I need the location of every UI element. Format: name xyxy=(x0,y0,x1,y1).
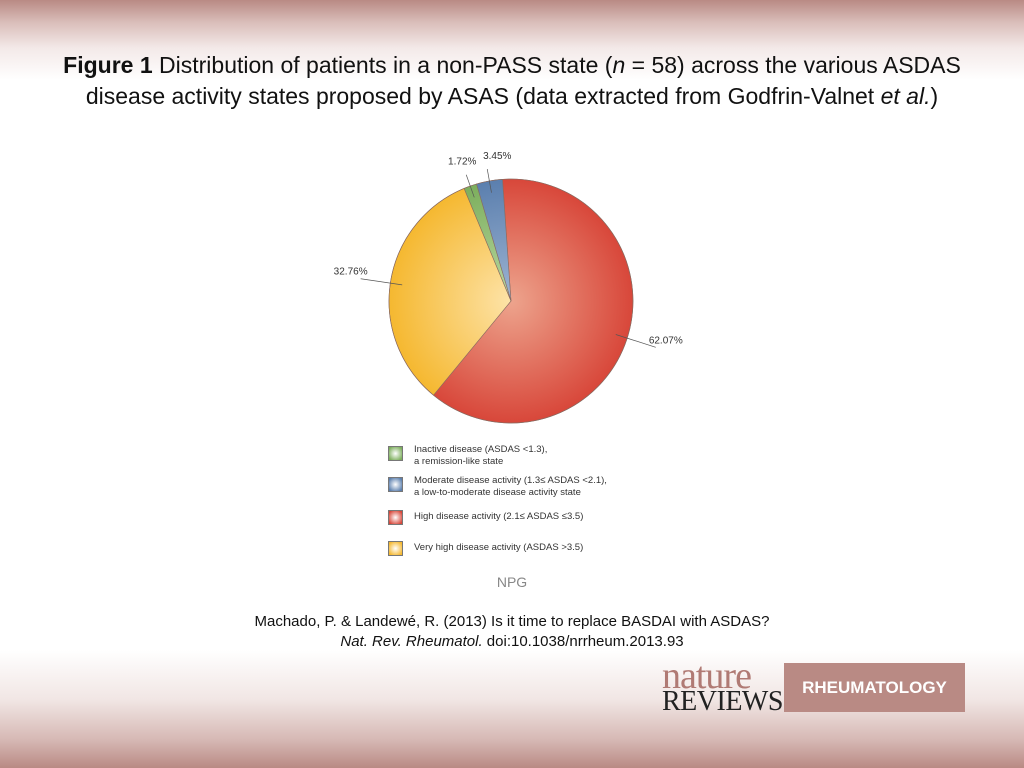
citation-line1: Machado, P. & Landewé, R. (2013) Is it t… xyxy=(254,613,770,630)
title-text-1: Distribution of patients in a non-PASS s… xyxy=(152,52,613,78)
nature-reviews-logo: nature REVIEWS RHEUMATOLOGY xyxy=(662,655,966,717)
legend-swatch xyxy=(388,541,403,556)
pie-value-label: 1.72% xyxy=(448,157,476,168)
legend-text-line1: Inactive disease (ASDAS <1.3), xyxy=(414,444,548,455)
legend-swatch xyxy=(388,510,403,525)
title-text-3: ) xyxy=(930,83,939,109)
title-n-symbol: n xyxy=(612,52,626,78)
figure-label: Figure 1 xyxy=(63,52,153,78)
pie-leader-line xyxy=(360,278,403,286)
title-etal: et al. xyxy=(880,83,931,109)
legend-text-line1: Moderate disease activity (1.3≤ ASDAS <2… xyxy=(414,475,607,486)
legend-swatch xyxy=(388,446,403,461)
title-text-2: = 58) across the various ASDAS disease a… xyxy=(85,52,961,109)
logo-reviews-text: REVIEWS xyxy=(662,686,783,717)
legend-text-line2: a remission-like state xyxy=(414,456,504,467)
pie-value-label: 62.07% xyxy=(649,335,683,346)
citation-journal: Nat. Rev. Rheumatol. xyxy=(340,633,483,650)
pie-leader-line xyxy=(486,169,492,193)
source-label: NPG xyxy=(496,574,528,590)
legend-text-line2: a low-to-moderate disease activity state xyxy=(414,487,581,498)
legend-text-line1: High disease activity (2.1≤ ASDAS ≤3.5) xyxy=(414,511,584,522)
citation-line2: Nat. Rev. Rheumatol. doi:10.1038/nrrheum… xyxy=(112,632,912,652)
pie-outline xyxy=(388,178,634,424)
pie-value-label: 32.76% xyxy=(334,267,368,278)
logo-nature-text: nature xyxy=(662,655,752,697)
legend-swatch xyxy=(388,477,403,492)
pie-leader-line xyxy=(615,334,656,348)
citation: Machado, P. & Landewé, R. (2013) Is it t… xyxy=(112,612,912,652)
legend-text-line1: Very high disease activity (ASDAS >3.5) xyxy=(414,542,584,553)
pie-value-label: 3.45% xyxy=(483,151,511,162)
pie-leader-line xyxy=(465,174,475,198)
citation-doi: doi:10.1038/nrrheum.2013.93 xyxy=(482,633,684,650)
logo-rheumatology-box: RHEUMATOLOGY xyxy=(784,663,965,712)
figure-title: Figure 1 Distribution of patients in a n… xyxy=(60,50,964,112)
